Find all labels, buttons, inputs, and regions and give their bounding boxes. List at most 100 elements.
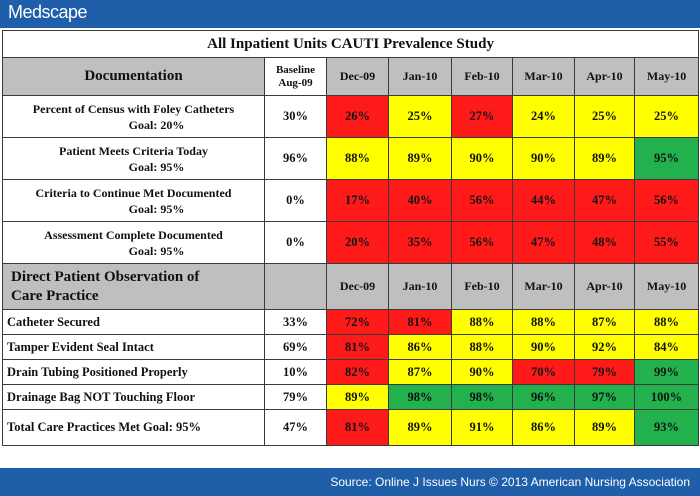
table-row: Drainage Bag NOT Touching Floor 79% 89% 98%… [2,384,700,410]
month-value: 56% [451,221,513,264]
month-header: Mar-10 [512,263,575,310]
observation-heading-line-2: Care Practice [11,287,99,304]
month-value: 100% [633,384,700,410]
table-row: Percent of Census with Foley Catheters Go… [2,95,700,138]
table-title: All Inpatient Units CAUTI Prevalence Stu… [1,30,700,58]
month-value: 25% [633,95,700,138]
metric-goal: Goal: 95% [128,201,185,216]
baseline-label: Baseline [275,63,316,76]
month-value: 47% [574,179,635,222]
month-value: 81% [388,309,452,335]
month-value: 56% [633,179,700,222]
metric-label: Criteria to Continue Met Documented Goal:… [2,179,265,222]
month-value: 87% [574,309,635,335]
month-value: 86% [512,409,575,446]
month-value: 96% [512,384,575,410]
documentation-rows: Percent of Census with Foley Catheters Go… [2,95,700,264]
practice-label: Drainage Bag NOT Touching Floor [2,384,265,410]
baseline-value: 0% [264,221,327,264]
month-value: 24% [512,95,575,138]
metric-name: Patient Meets Criteria Today [59,143,208,158]
month-value: 48% [574,221,635,264]
observation-header-row: Direct Patient Observation of Care Pract… [2,263,700,310]
month-value: 90% [512,334,575,360]
metric-goal: Goal: 95% [128,159,185,174]
month-value: 70% [512,359,575,385]
month-value: 25% [388,95,452,138]
metric-name: Assessment Complete Documented [44,227,223,242]
month-value: 35% [388,221,452,264]
documentation-heading: Documentation [2,57,265,96]
month-value: 40% [388,179,452,222]
practice-label: Tamper Evident Seal Intact [2,334,265,360]
title-row: All Inpatient Units CAUTI Prevalence Stu… [1,30,700,58]
baseline-value: 96% [264,137,327,180]
month-value: 89% [388,409,452,446]
baseline-date: Aug-09 [278,76,313,89]
month-value: 89% [574,409,635,446]
month-value: 86% [388,334,452,360]
month-header: May-10 [633,57,700,96]
month-value: 88% [451,334,513,360]
month-value: 88% [633,309,700,335]
month-value: 91% [451,409,513,446]
baseline-value: 79% [264,384,327,410]
month-value: 99% [633,359,700,385]
observation-heading-line-1: Direct Patient Observation of [11,268,200,285]
month-value: 87% [388,359,452,385]
practice-label: Drain Tubing Positioned Properly [2,359,265,385]
month-value: 95% [633,137,700,180]
table-row: Catheter Secured 33% 72% 81% 88% 88% 87% 88% [2,309,700,335]
month-header: Dec-09 [326,263,389,310]
table-row: Assessment Complete Documented Goal: 95% 0… [2,221,700,264]
baseline-value: 10% [264,359,327,385]
month-value: 90% [451,359,513,385]
metric-label: Assessment Complete Documented Goal: 95% [2,221,265,264]
month-value: 81% [326,334,389,360]
month-value: 98% [388,384,452,410]
metric-name: Percent of Census with Foley Catheters [32,101,235,116]
table-row: Criteria to Continue Met Documented Goal:… [2,179,700,222]
month-value: 97% [574,384,635,410]
month-value: 27% [451,95,513,138]
documentation-header-row: Documentation Baseline Aug-09 Dec-09 Jan… [2,57,700,96]
table-row: Patient Meets Criteria Today Goal: 95% 96%… [2,137,700,180]
content-panel: All Inpatient Units CAUTI Prevalence Stu… [0,28,700,468]
baseline-value: 33% [264,309,327,335]
month-value: 89% [574,137,635,180]
month-value: 17% [326,179,389,222]
month-value: 26% [326,95,389,138]
month-value: 44% [512,179,575,222]
baseline-spacer [264,263,327,310]
month-value: 56% [451,179,513,222]
metric-goal: Goal: 95% [128,243,185,258]
practice-label: Catheter Secured [2,309,265,335]
metric-name: Criteria to Continue Met Documented [35,185,232,200]
metric-label: Percent of Census with Foley Catheters Go… [2,95,265,138]
month-value: 88% [451,309,513,335]
month-value: 47% [512,221,575,264]
baseline-value: 30% [264,95,327,138]
month-header: Feb-10 [451,263,513,310]
month-header: May-10 [633,263,700,310]
cauti-prevalence-table: All Inpatient Units CAUTI Prevalence Stu… [1,30,700,446]
practice-label: Total Care Practices Met Goal: 95% [2,409,265,446]
month-value: 93% [633,409,700,446]
metric-label: Patient Meets Criteria Today Goal: 95% [2,137,265,180]
month-value: 81% [326,409,389,446]
table-row: Drain Tubing Positioned Properly 10% 82% 87… [2,359,700,385]
month-value: 20% [326,221,389,264]
metric-goal: Goal: 20% [128,117,185,132]
month-value: 89% [326,384,389,410]
month-header: Mar-10 [512,57,575,96]
source-credit: Source: Online J Issues Nurs © 2013 Amer… [330,475,690,489]
baseline-value: 0% [264,179,327,222]
month-value: 92% [574,334,635,360]
month-value: 89% [388,137,452,180]
top-bar: Medscape [0,0,700,28]
month-value: 84% [633,334,700,360]
month-value: 55% [633,221,700,264]
month-header: Apr-10 [574,57,635,96]
month-value: 79% [574,359,635,385]
table-row: Total Care Practices Met Goal: 95% 47% 81%… [2,409,700,446]
